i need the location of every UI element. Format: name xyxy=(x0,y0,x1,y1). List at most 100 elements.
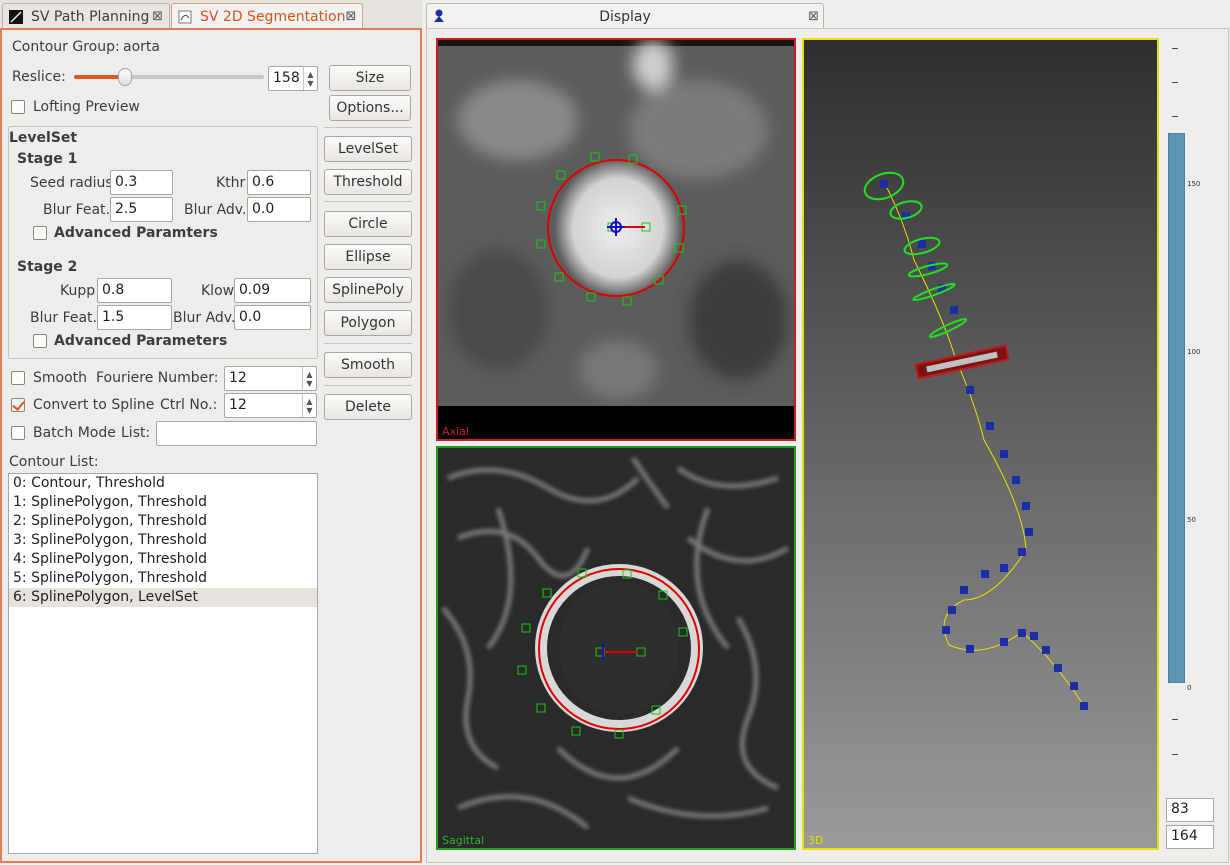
tab-2d-segmentation[interactable]: SV 2D Segmentation ⊠ xyxy=(171,3,363,29)
levelset-button[interactable]: LevelSet xyxy=(324,136,412,162)
ellipse-button[interactable]: Ellipse xyxy=(324,244,412,270)
blur-feat-stage1-label: Blur Feat. xyxy=(43,202,110,218)
kupp-input[interactable]: 0.8 xyxy=(97,278,172,303)
axial-label: Axial xyxy=(442,425,469,438)
tab-path-planning[interactable]: SV Path Planning ⊠ xyxy=(2,3,170,29)
sagittal-view[interactable]: Sagittal xyxy=(436,446,796,850)
klow-value: 0.09 xyxy=(239,282,271,298)
delete-button[interactable]: Delete xyxy=(324,394,412,420)
options-button[interactable]: Options... xyxy=(329,95,411,121)
3d-view[interactable]: 3D xyxy=(802,38,1159,850)
blur-feat-stage1-input[interactable]: 2.5 xyxy=(110,197,173,222)
separator xyxy=(324,201,412,202)
segmentation-icon xyxy=(178,10,192,23)
list-item[interactable]: 0: Contour, Threshold xyxy=(13,475,165,491)
threshold-button[interactable]: Threshold xyxy=(324,169,412,195)
blur-adv-stage1-value: 0.0 xyxy=(252,201,275,217)
list-item[interactable]: 4: SplinePolygon, Threshold xyxy=(13,551,208,567)
smooth-checkbox[interactable] xyxy=(11,371,25,385)
list-label: List: xyxy=(121,425,151,441)
display-icon xyxy=(434,9,444,22)
advanced-params-stage1-checkbox[interactable] xyxy=(33,226,47,240)
color-scale-bar xyxy=(1168,133,1185,683)
advanced-params-stage2-label: Advanced Parameters xyxy=(54,333,228,349)
blur-adv-stage1-input[interactable]: 0.0 xyxy=(247,197,311,222)
separator xyxy=(324,343,412,344)
blur-feat-stage2-label: Blur Feat. xyxy=(30,310,97,326)
lofting-preview-checkbox[interactable] xyxy=(11,100,25,114)
scale-tick-label: 0 xyxy=(1187,684,1192,692)
list-item[interactable]: 6: SplinePolygon, LevelSet xyxy=(9,588,317,607)
close-icon[interactable]: ⊠ xyxy=(808,9,819,24)
convert-to-spline-label: Convert to Spline xyxy=(33,397,155,413)
batch-mode-checkbox[interactable] xyxy=(11,426,25,440)
contour-list[interactable]: 0: Contour, Threshold 1: SplinePolygon, … xyxy=(8,473,318,854)
scale-tick xyxy=(1172,719,1178,720)
batch-list-input[interactable] xyxy=(156,421,317,446)
axial-image xyxy=(438,40,794,439)
ctrl-spin-arrows[interactable]: ▲ ▼ xyxy=(302,394,316,417)
list-item[interactable]: 5: SplinePolygon, Threshold xyxy=(13,570,208,586)
separator xyxy=(324,385,412,386)
reslice-label: Reslice: xyxy=(12,69,66,85)
list-item[interactable]: 1: SplinePolygon, Threshold xyxy=(13,494,208,510)
blur-adv-stage2-value: 0.0 xyxy=(239,309,262,325)
batch-mode-label: Batch Mode xyxy=(33,425,116,441)
size-button[interactable]: Size xyxy=(329,65,411,91)
sagittal-image xyxy=(438,448,794,848)
kthr-input[interactable]: 0.6 xyxy=(247,170,311,195)
axial-view[interactable]: Axial xyxy=(436,38,796,441)
coordinate-y-value: 164 xyxy=(1171,828,1198,844)
blur-adv-stage1-label: Blur Adv. xyxy=(184,202,247,218)
tab-display[interactable]: Display ⊠ xyxy=(426,3,824,29)
kupp-label: Kupp xyxy=(60,283,96,299)
seed-radius-input[interactable]: 0.3 xyxy=(110,170,173,195)
convert-to-spline-checkbox[interactable] xyxy=(11,398,25,412)
display-title: Display xyxy=(599,8,651,25)
blur-feat-stage2-value: 1.5 xyxy=(102,309,125,325)
reslice-value: 158 xyxy=(273,70,300,86)
blur-adv-stage2-input[interactable]: 0.0 xyxy=(234,305,311,330)
stage1-title: Stage 1 xyxy=(17,151,78,167)
fourier-number-label: Fouriere Number: xyxy=(96,370,219,386)
coordinate-y-box[interactable]: 164 xyxy=(1166,825,1214,849)
klow-label: Klow xyxy=(201,283,235,299)
sagittal-label: Sagittal xyxy=(442,834,485,847)
fourier-number-value: 12 xyxy=(229,370,247,386)
reslice-slider-handle[interactable] xyxy=(118,68,133,86)
klow-input[interactable]: 0.09 xyxy=(234,278,311,303)
splinepoly-button[interactable]: SplinePoly xyxy=(324,277,412,303)
contour-group-label: Contour Group: xyxy=(12,39,120,55)
ctrl-no-input[interactable]: 12 xyxy=(224,393,317,418)
fourier-number-input[interactable]: 12 xyxy=(224,366,317,391)
close-icon[interactable]: ⊠ xyxy=(345,9,357,24)
scale-tick-label: 50 xyxy=(1187,516,1196,524)
coordinate-x-box[interactable]: 83 xyxy=(1166,798,1214,822)
blur-adv-stage2-label: Blur Adv. xyxy=(173,310,236,326)
scale-tick xyxy=(1172,754,1178,755)
circle-button[interactable]: Circle xyxy=(324,211,412,237)
smooth-label: Smooth xyxy=(33,370,88,386)
stage2-title: Stage 2 xyxy=(17,259,78,275)
reslice-slider[interactable] xyxy=(74,68,264,86)
fourier-spin-arrows[interactable]: ▲ ▼ xyxy=(302,367,316,390)
scale-tick-label: 150 xyxy=(1187,180,1201,188)
blur-feat-stage1-value: 2.5 xyxy=(115,201,138,217)
left-tab-strip: SV Path Planning ⊠ SV 2D Segmentation ⊠ xyxy=(0,0,422,29)
coordinate-x-value: 83 xyxy=(1171,801,1189,817)
smooth-button[interactable]: Smooth xyxy=(324,352,412,378)
advanced-params-stage2-checkbox[interactable] xyxy=(33,334,47,348)
tab-2d-segmentation-label: SV 2D Segmentation xyxy=(200,8,346,25)
list-item[interactable]: 3: SplinePolygon, Threshold xyxy=(13,532,208,548)
scale-tick-label: 100 xyxy=(1187,348,1201,356)
seed-radius-label: Seed radius xyxy=(30,175,113,191)
reslice-spin-arrows[interactable]: ▲ ▼ xyxy=(303,67,317,90)
polygon-button[interactable]: Polygon xyxy=(324,310,412,336)
list-item[interactable]: 2: SplinePolygon, Threshold xyxy=(13,513,208,529)
blur-feat-stage2-input[interactable]: 1.5 xyxy=(97,305,172,330)
kthr-label: Kthr xyxy=(216,175,246,191)
close-icon[interactable]: ⊠ xyxy=(152,9,163,24)
kupp-value: 0.8 xyxy=(102,282,125,298)
reslice-input[interactable]: 158 xyxy=(268,66,318,91)
separator xyxy=(324,127,412,128)
